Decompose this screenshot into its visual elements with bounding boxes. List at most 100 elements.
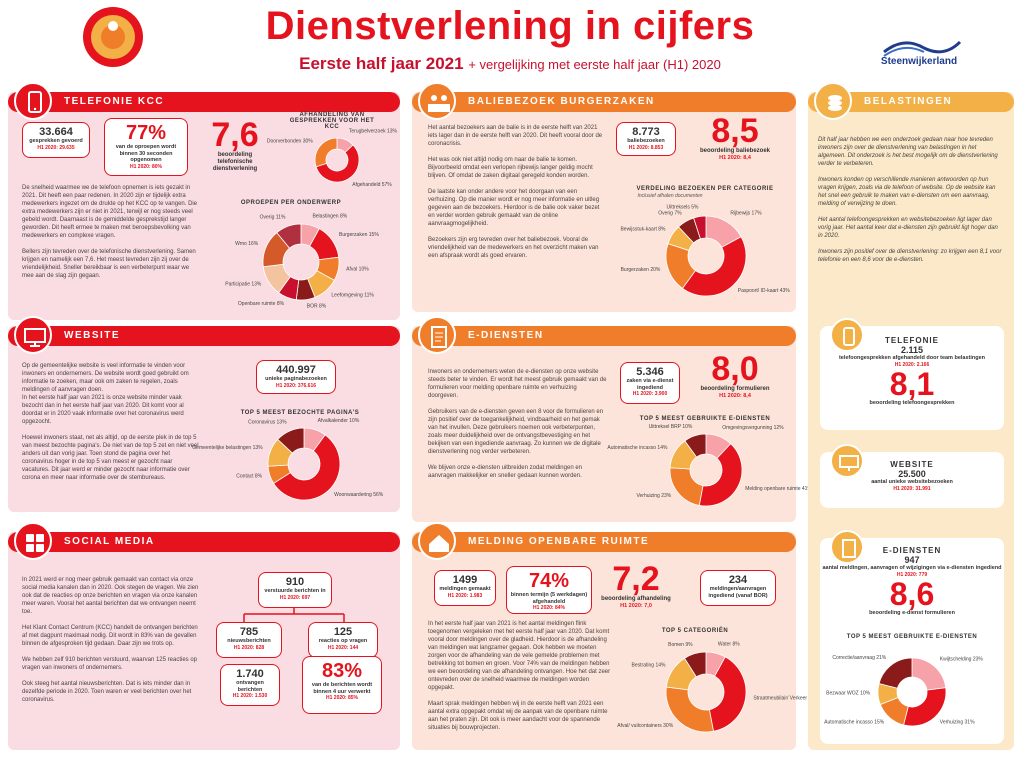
balie-label-4: Overig 7%: [658, 211, 682, 217]
chart-balie: Rijbewijs 17% Paspoort/ ID-kaart 43% Burge…: [620, 205, 790, 297]
ediensten-grade-lbl: beoordeling formulieren: [700, 386, 770, 392]
telefonie-grade-block: 7,6 beoordeling telefonische dienstverle…: [200, 118, 270, 173]
telefonie-grade: 7,6: [211, 116, 259, 154]
belasting-tel-grade: 8,1: [889, 365, 935, 402]
chart-oproepen: Belastingen 8% Burgerzaken 15% Afval 10% Le…: [225, 213, 379, 310]
telefonie-pct-ref: H1 2020: 80%: [130, 163, 162, 170]
steenwijkerland-logo: Steenwijkerland: [864, 34, 974, 68]
melding-label-3: Bestrating 14%: [632, 662, 666, 668]
belasting_ed-label-4: Correctie/aanvraag 21%: [832, 655, 886, 661]
belasting-document-icon: [830, 530, 864, 564]
melding-label-4: Bomen 9%: [668, 642, 693, 648]
website-text: Op de gemeentelijke website is veel info…: [22, 363, 199, 481]
ediensten-grade-block: 8,0 beoordeling formulieren H1 2020: 8,4: [690, 352, 780, 399]
social-react-lbl: reacties op vragen: [318, 638, 368, 644]
balie-band: BALIEBEZOEK BURGERZAKEN: [412, 92, 796, 112]
melding-extra-lbl: meldingen/aanvragen ingediend (vanaf BOR…: [708, 586, 768, 599]
balie-slice-5: [693, 215, 707, 240]
balie-text: Het aantal bezoekers aan de balie is in …: [428, 125, 603, 259]
website-label-2: Contact 8%: [236, 474, 262, 480]
balie-label-5: Uittreksels 5%: [667, 205, 700, 211]
afhandeling-slice-2: [314, 137, 338, 168]
phone-icon: [14, 82, 52, 120]
social-recv-num: 1.740: [236, 668, 264, 680]
chart-ediensten: Omgevingsvergunning 12% Melding openbare …: [607, 424, 812, 507]
social-recv-ref: H1 2020: 1.530: [232, 693, 268, 699]
belasting-monitor-icon: [830, 444, 864, 478]
social-recv-lbl: ontvangen berichten: [236, 680, 264, 693]
melding-ref: H1 2020: 1.983: [447, 592, 483, 599]
chart-belasting-ed-title: TOP 5 MEEST GEBRUIKTE E-DIENSTEN: [846, 634, 978, 640]
telefonie-calls-lbl: gesprekken gevoerd: [29, 138, 83, 144]
social-total-num: 910: [285, 576, 305, 588]
website-label-4: Coronavirus 13%: [248, 420, 287, 426]
ediensten-grade: 8,0: [711, 350, 759, 388]
ediensten-label-2: Verhuizing 23%: [636, 493, 671, 499]
melding-slice-4: [684, 651, 707, 678]
belasting-web-title: WEBSITE: [890, 460, 934, 469]
social-news-ref: H1 2020: 828: [233, 644, 265, 651]
melding-pct-lbl: binnen termijn (5 werkdagen) afgehandeld: [510, 592, 588, 605]
afhandeling-label-1: Afgehandeld 57%: [352, 182, 392, 188]
social-band: SOCIAL MEDIA: [8, 532, 400, 552]
belasting_ed-label-0: Kwijtschelding 23%: [940, 656, 984, 662]
melding-grade: 7,2: [612, 560, 660, 598]
melding-pct: 74%: [528, 570, 570, 592]
belasting-tel-ref: H1 2020: 2.166: [894, 361, 930, 368]
balie-title: BALIEBEZOEK BURGERZAKEN: [468, 96, 655, 107]
melding-label-2: Afval/ vuilcontainers 30%: [617, 723, 673, 729]
telefonie-text: De snelheid waarmee we de telefoon opnem…: [22, 185, 198, 279]
house-icon: [418, 522, 456, 560]
telefonie-pct: 77%: [125, 122, 167, 144]
belasting_ed-label-1: Verhuizing 31%: [940, 720, 975, 726]
balie-visits-num: 8.773: [632, 126, 660, 138]
social-news-box: 785 nieuwsberichten H1 2020: 828: [216, 622, 282, 658]
telefonie-band: TELEFONIE KCC: [8, 92, 400, 112]
social-pct-lbl: van de berichten wordt binnen 4 uur verw…: [311, 682, 373, 695]
ediensten-box: 5.346 zaken via e-dienst ingediend H1 20…: [620, 362, 680, 404]
website-label-3: Gemeentelijke belastingen 13%: [192, 445, 263, 451]
website-visits-ref: H1 2020: 376.616: [275, 382, 317, 389]
melding-extra-num: 234: [728, 574, 748, 586]
logo-text: Steenwijkerland: [880, 56, 958, 67]
oproepen-label-1: Burgerzaken 15%: [339, 232, 379, 238]
ediensten-label-0: Omgevingsvergunning 12%: [722, 425, 784, 431]
ediensten-label-1: Melding openbare ruimte 41%: [745, 486, 812, 492]
telefonie-pct-box: 77% van de oproepen wordt binnen 30 seco…: [104, 118, 188, 176]
melding-pct-ref: H1 2020: 84%: [533, 605, 565, 611]
ediensten-slice-2: [669, 467, 704, 506]
social-react-num: 125: [333, 626, 353, 638]
ediensten-num: 5.346: [636, 366, 664, 378]
belasting-ed-grade-lbl: beoordeling e-dienst formulieren: [869, 609, 955, 616]
belasting-ed-title: E-DIENSTEN: [882, 546, 942, 555]
melding-label-0: Water 8%: [718, 642, 740, 648]
balie-grade-lbl: beoordeling baliebezoek: [699, 148, 770, 154]
belasting-web-lbl: aantal unieke websitebezoeken: [871, 479, 953, 485]
social-total-box: 910 verstuurde berichten in H1 2020: 697: [258, 572, 332, 608]
belasting_ed-slice-4: [878, 657, 913, 689]
dienstverlening-logo: [70, 4, 156, 70]
belasting-tel-lbl: telefoongesprekken afgehandeld door team…: [838, 355, 986, 361]
chart-ediensten-title: TOP 5 MEEST GEBRUIKTE E-DIENSTEN: [639, 416, 771, 422]
melding-grade-lbl: beoordeling afhandeling: [601, 596, 671, 602]
belasting_ed-slice-0: [911, 657, 947, 691]
page-title: Dienstverlening in cijfers: [265, 4, 755, 48]
balie-visits-lbl: baliebezoeken: [627, 138, 665, 144]
social-react-ref: H1 2020: 144: [327, 644, 359, 651]
social-total-lbl: verstuurde berichten in: [264, 588, 326, 594]
belasting-title: BELASTINGEN: [864, 96, 953, 107]
belasting_ed-label-2: Automatische incasso 15%: [824, 720, 885, 726]
counter-icon: [418, 82, 456, 120]
afhandeling-label-2: Doorverbonden 30%: [267, 138, 313, 144]
ediensten-ref: H1 2020: 3.900: [632, 391, 668, 397]
belasting-ed-ref: H1 2020: 779: [896, 571, 928, 578]
oproepen-label-4: BOR 8%: [307, 304, 327, 310]
melding-text: In het eerste half jaar van 2021 is het …: [428, 621, 611, 731]
melding-extra-box: 234 meldingen/aanvragen ingediend (vanaf…: [700, 570, 776, 606]
belasting-band: BELASTINGEN: [808, 92, 1014, 112]
page-subtitle: Eerste half jaar 2021 + vergelijking met…: [220, 54, 800, 74]
belasting-tel-title: TELEFONIE: [885, 336, 939, 345]
website-slice-1: [273, 434, 341, 501]
melding-num-box: 1499 meldingen gemaakt H1 2020: 1.983: [434, 570, 496, 606]
melding-lbl: meldingen gemaakt: [439, 586, 491, 592]
